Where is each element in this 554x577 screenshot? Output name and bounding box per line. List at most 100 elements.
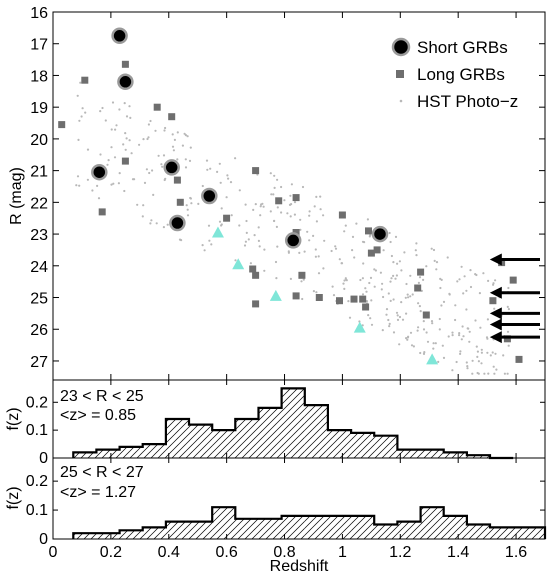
photoz-point (197, 202, 200, 205)
photoz-point (447, 335, 450, 338)
photoz-point (454, 318, 457, 322)
photoz-point (381, 329, 384, 332)
photoz-point (306, 230, 309, 233)
photoz-point (351, 235, 355, 238)
photoz-point (486, 318, 489, 321)
photoz-point (312, 290, 315, 293)
short-grb-point (117, 73, 134, 91)
long-grb-point (315, 294, 323, 301)
photoz-point (342, 282, 345, 285)
photoz-point (462, 292, 465, 295)
bottom-hist-bar (212, 507, 236, 539)
photoz-point (130, 152, 133, 155)
bottom-hist-bar (490, 527, 514, 539)
photoz-point (406, 338, 409, 341)
photoz-point (201, 184, 204, 188)
bottom-mean-label: <z> = 1.27 (60, 484, 136, 501)
photoz-point (205, 159, 209, 162)
middle-hist-bar (212, 430, 236, 458)
triangle-point (232, 258, 245, 270)
photoz-point (438, 317, 441, 321)
middle-y-tick-label: 0.2 (26, 394, 48, 411)
photoz-point (387, 318, 390, 322)
photoz-point (238, 224, 241, 227)
photoz-point (412, 345, 415, 348)
long-grb-point (153, 103, 161, 111)
photoz-point (280, 211, 283, 214)
photoz-point (401, 318, 405, 321)
photoz-point (343, 287, 346, 290)
long-grb-point (417, 268, 425, 276)
photoz-point (142, 204, 145, 207)
photoz-point (289, 194, 292, 197)
photoz-point (487, 279, 490, 282)
photoz-point (359, 278, 362, 282)
photoz-point (471, 359, 474, 362)
photoz-point (471, 372, 474, 375)
bottom-hist-bar (420, 507, 444, 539)
photoz-point (451, 331, 454, 334)
main-y-tick-label: 19 (30, 100, 48, 117)
photoz-point (389, 280, 392, 283)
photoz-point (476, 350, 479, 353)
photoz-point (338, 258, 341, 261)
photoz-point (466, 327, 469, 330)
photoz-point (269, 210, 272, 213)
long-grb-point (373, 246, 381, 254)
triangle-point (426, 353, 439, 365)
photoz-point (419, 310, 422, 313)
photoz-point (161, 165, 164, 168)
photoz-point (392, 298, 395, 301)
photoz-point (414, 249, 417, 252)
long-grb-point (503, 335, 511, 343)
main-y-tick-label: 16 (30, 5, 48, 22)
legend-hst-photoz: HST Photo−z (417, 92, 518, 111)
main-y-tick-label: 23 (30, 227, 48, 244)
photoz-point (454, 304, 457, 307)
photoz-point (468, 330, 471, 333)
bottom-ylabel: f(z) (5, 486, 22, 509)
photoz-point (361, 324, 364, 327)
photoz-point (415, 242, 418, 245)
photoz-point (210, 243, 213, 246)
photoz-point (373, 285, 376, 288)
long-grb-point (336, 297, 343, 305)
photoz-point (423, 351, 426, 354)
photoz-point (188, 159, 192, 162)
photoz-point (390, 254, 393, 258)
photoz-point (150, 219, 153, 222)
photoz-point (163, 129, 166, 132)
photoz-point (125, 137, 128, 140)
photoz-point (425, 331, 428, 334)
bottom-hist-bar (397, 521, 421, 539)
photoz-point (479, 326, 482, 329)
photoz-point (258, 245, 261, 248)
photoz-point (503, 372, 506, 375)
long-grb-point (509, 276, 517, 284)
photoz-point (207, 224, 211, 227)
photoz-point (468, 340, 471, 343)
long-grb-point (292, 194, 300, 202)
photoz-point (367, 314, 370, 317)
photoz-point (301, 185, 305, 189)
photoz-point (154, 129, 157, 132)
photoz-point (395, 311, 399, 314)
photoz-point (206, 168, 209, 171)
main-y-tick-label: 21 (30, 164, 48, 181)
legend-long-grbs: Long GRBs (417, 65, 505, 84)
main-y-tick-label: 17 (30, 37, 48, 54)
photoz-point (370, 323, 374, 326)
middle-hist-bar (165, 419, 190, 458)
photoz-point (253, 234, 256, 237)
photoz-point (390, 277, 393, 280)
bottom-y-tick-label: 0 (39, 531, 48, 548)
middle-hist-bar (235, 419, 259, 458)
photoz-point (459, 350, 462, 353)
photoz-point (244, 203, 247, 206)
photoz-point (426, 340, 430, 343)
photoz-point (84, 111, 87, 114)
bottom-range-label: 25 < R < 27 (60, 464, 144, 481)
photoz-point (273, 186, 276, 189)
photoz-point (166, 223, 169, 226)
photoz-point (181, 144, 184, 147)
